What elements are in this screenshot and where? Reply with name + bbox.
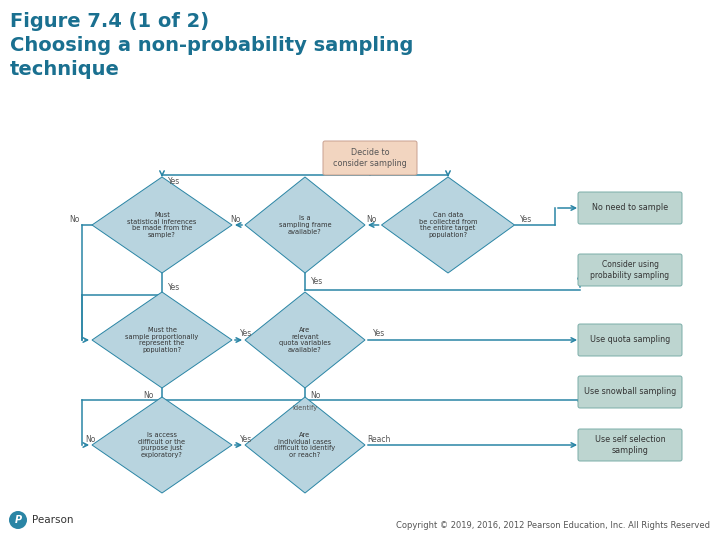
Text: Yes: Yes bbox=[240, 435, 252, 443]
Text: No: No bbox=[85, 435, 95, 443]
Text: Use self selection
sampling: Use self selection sampling bbox=[595, 435, 665, 455]
Text: Yes: Yes bbox=[311, 278, 323, 287]
FancyBboxPatch shape bbox=[578, 324, 682, 356]
Polygon shape bbox=[92, 292, 232, 388]
Text: Use quota sampling: Use quota sampling bbox=[590, 335, 670, 345]
Text: Decide to
consider sampling: Decide to consider sampling bbox=[333, 148, 407, 168]
FancyBboxPatch shape bbox=[578, 376, 682, 408]
Text: Yes: Yes bbox=[168, 177, 180, 186]
Text: Is access
difficult or the
purpose just
exploratory?: Is access difficult or the purpose just … bbox=[138, 432, 186, 458]
FancyBboxPatch shape bbox=[578, 429, 682, 461]
Text: P: P bbox=[14, 515, 22, 525]
FancyBboxPatch shape bbox=[323, 141, 417, 175]
Text: Yes: Yes bbox=[373, 329, 385, 339]
Text: Identify: Identify bbox=[292, 405, 318, 411]
Text: No: No bbox=[143, 392, 153, 401]
Polygon shape bbox=[245, 292, 365, 388]
Circle shape bbox=[9, 511, 27, 529]
Text: Use snowball sampling: Use snowball sampling bbox=[584, 388, 676, 396]
Polygon shape bbox=[245, 177, 365, 273]
Text: Must the
sample proportionally
represent the
population?: Must the sample proportionally represent… bbox=[125, 327, 199, 353]
FancyBboxPatch shape bbox=[578, 192, 682, 224]
Text: Yes: Yes bbox=[168, 284, 180, 293]
Polygon shape bbox=[92, 177, 232, 273]
Text: No: No bbox=[69, 214, 79, 224]
Text: Consider using
probability sampling: Consider using probability sampling bbox=[590, 260, 670, 280]
Text: No: No bbox=[366, 214, 377, 224]
Text: Reach: Reach bbox=[367, 435, 391, 443]
Text: Are
relevant
quota variables
available?: Are relevant quota variables available? bbox=[279, 327, 331, 353]
Text: Pearson: Pearson bbox=[32, 515, 73, 525]
Text: Yes: Yes bbox=[521, 215, 533, 225]
Text: No: No bbox=[310, 390, 320, 400]
Text: Is a
sampling frame
available?: Is a sampling frame available? bbox=[279, 215, 331, 235]
Text: Yes: Yes bbox=[240, 329, 252, 339]
Text: Figure 7.4 (1 of 2): Figure 7.4 (1 of 2) bbox=[10, 12, 209, 31]
Polygon shape bbox=[245, 397, 365, 493]
Text: No need to sample: No need to sample bbox=[592, 204, 668, 213]
Text: technique: technique bbox=[10, 60, 120, 79]
Text: No: No bbox=[230, 214, 240, 224]
Polygon shape bbox=[382, 177, 515, 273]
Text: Choosing a non-probability sampling: Choosing a non-probability sampling bbox=[10, 36, 413, 55]
Polygon shape bbox=[92, 397, 232, 493]
Text: Can data
be collected from
the entire target
population?: Can data be collected from the entire ta… bbox=[419, 212, 477, 238]
Text: Copyright © 2019, 2016, 2012 Pearson Education, Inc. All Rights Reserved: Copyright © 2019, 2016, 2012 Pearson Edu… bbox=[396, 521, 710, 530]
Text: Must
statistical inferences
be made from the
sample?: Must statistical inferences be made from… bbox=[127, 212, 197, 238]
Text: Are
individual cases
difficult to identify
or reach?: Are individual cases difficult to identi… bbox=[274, 432, 336, 458]
FancyBboxPatch shape bbox=[578, 254, 682, 286]
